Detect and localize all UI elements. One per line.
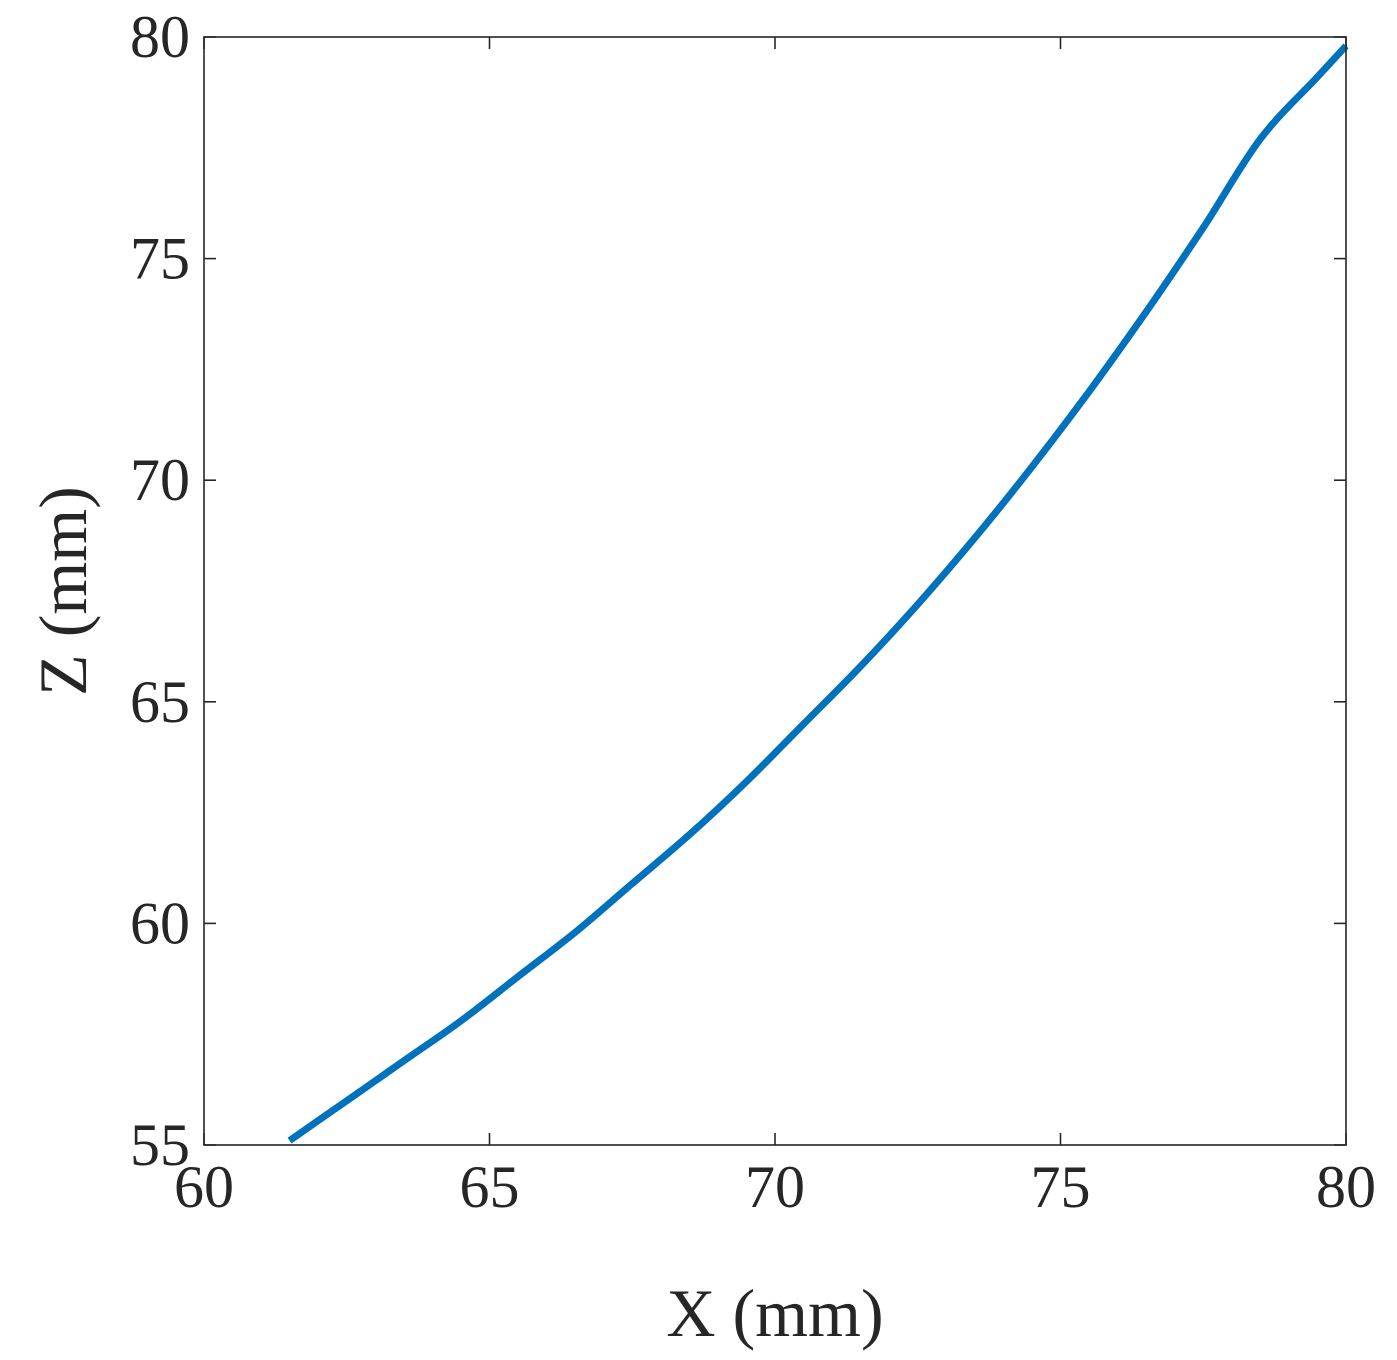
y-tick-label: 65 [130,669,190,735]
x-tick-label: 75 [1031,1154,1091,1220]
y-axis-label: Z (mm) [25,486,101,696]
data-series [287,43,1349,1144]
y-tick-label: 70 [130,447,190,513]
x-tick-label: 60 [174,1154,234,1220]
plot-frame [203,36,1347,1146]
x-tick-label: 80 [1316,1154,1376,1220]
y-tick-label: 75 [130,226,190,292]
x-tick-labels: 60 65 70 75 80 [174,1154,1376,1220]
x-tick-label: 70 [745,1154,805,1220]
y-tick-label: 60 [130,890,190,956]
y-tick-labels: 55 60 65 70 75 80 [130,4,190,1178]
y-tick-label: 55 [130,1112,190,1178]
plot-background [204,37,1346,1145]
series-line [287,43,1349,1144]
x-tick-label: 65 [460,1154,520,1220]
x-axis-label: X (mm) [666,1275,883,1351]
y-tick-label: 80 [130,4,190,70]
